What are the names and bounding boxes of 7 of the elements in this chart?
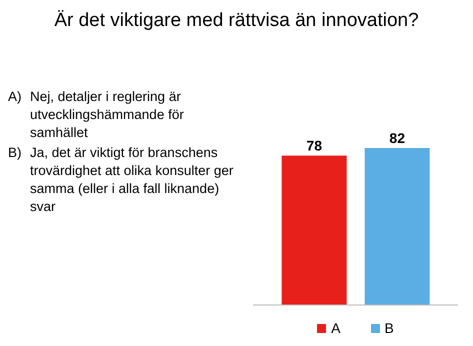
data-label: 82 <box>389 130 406 146</box>
legend-label: A <box>331 320 340 336</box>
text: B) Ja, det är viktigt för branschens trovärdighet att olika konsulter ger samma (eller i alla fall liknande) svar <box>8 144 234 216</box>
chart-title: Är det viktigare med rättvisa än innovation? <box>53 10 420 32</box>
text: A) Nej, detaljer i reglering är utvecklingshämmande för samhället <box>8 88 185 142</box>
data-label: 78 <box>306 138 322 154</box>
legend-label: B <box>384 320 394 336</box>
